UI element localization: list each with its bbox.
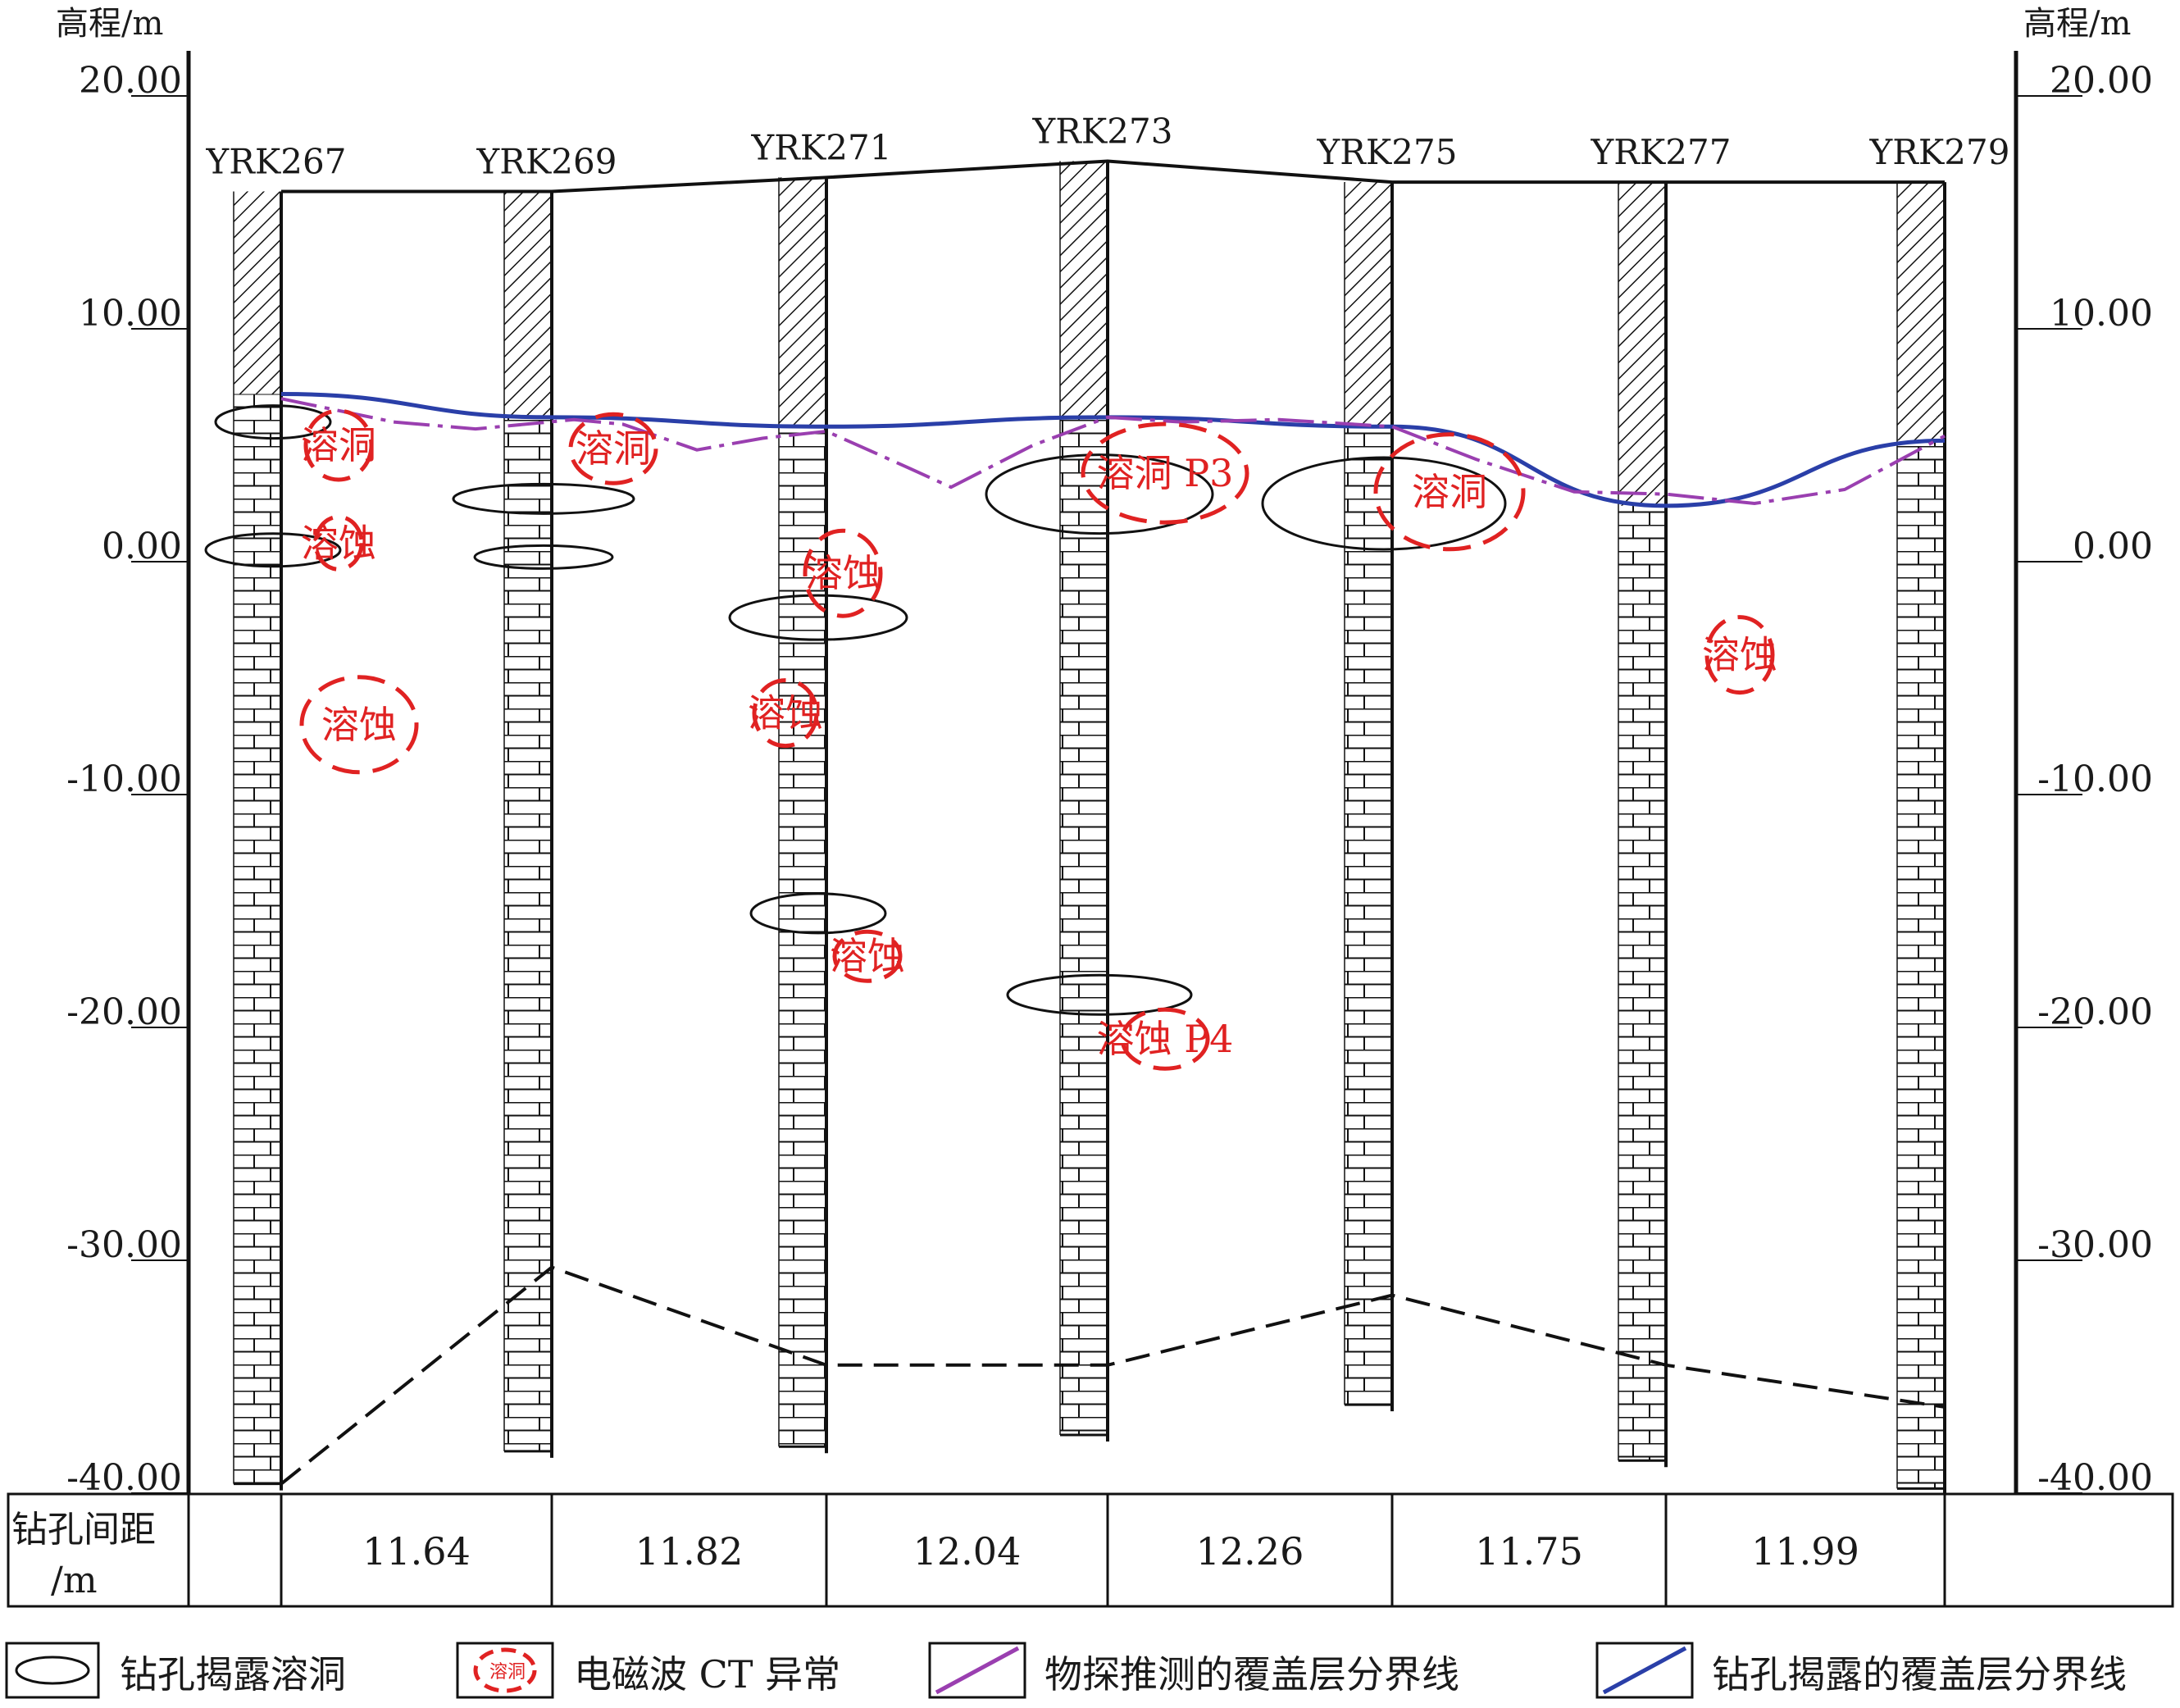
limestone-column <box>234 394 281 1484</box>
drill-cavity-ellipse <box>452 482 635 515</box>
borehole-yrk267: YRK267 <box>206 141 347 1491</box>
left-tick-label: 20.00 <box>79 60 182 102</box>
left-tick-label: -30.00 <box>66 1224 182 1266</box>
legend-drill-line-label: 钻孔揭露的覆盖层分界线 <box>1712 1652 2127 1697</box>
overburden-hatch <box>1060 161 1108 417</box>
borehole-yrk271: YRK271 <box>751 127 892 1454</box>
drill-cavity-ellipse <box>473 544 614 570</box>
ct-anomaly-loop <box>303 408 374 482</box>
ct-anomaly-loop <box>568 412 658 485</box>
geophysical-overburden-line <box>280 397 1946 506</box>
borehole-label: YRK271 <box>751 127 892 167</box>
left-tick-label: -10.00 <box>66 758 182 800</box>
right-tick-label: -40.00 <box>2037 1457 2153 1499</box>
right-tick-label: -20.00 <box>2037 991 2153 1033</box>
spacing-value: 11.99 <box>1751 1529 1859 1574</box>
right-axis-unit: 高程/m <box>2023 5 2131 43</box>
legend-ct-anomaly-label: 电磁波 CT 异常 <box>574 1652 840 1697</box>
ct-anomaly-label: 溶洞 <box>1412 470 1487 514</box>
left-tick-label: -20.00 <box>66 991 182 1033</box>
right-tick-label: 0.00 <box>2073 526 2153 567</box>
right-tick-label: 20.00 <box>2050 60 2153 102</box>
ct-anomaly-loop <box>832 929 903 983</box>
drill-cavity-ellipse <box>214 404 332 440</box>
ground-surface-line <box>281 159 1945 194</box>
legend-ct-anomaly-symbol <box>473 1647 537 1693</box>
borehole-label: YRK269 <box>476 141 617 181</box>
spacing-value: 11.64 <box>362 1529 471 1574</box>
borehole-label: YRK277 <box>1591 132 1732 172</box>
overburden-hatch <box>779 177 826 427</box>
legend-geophysical-symbol <box>935 1646 1020 1695</box>
legend-ct-symbol-text: 溶洞 <box>489 1662 526 1683</box>
legend-drill-line-symbol <box>1602 1646 1687 1695</box>
overburden-hatch <box>1897 182 1945 441</box>
borehole-yrk275: YRK275 <box>1317 132 1458 1412</box>
ct-anomaly-label: 溶蚀 <box>805 551 881 595</box>
ct-anomaly-loop <box>752 678 819 749</box>
ct-anomaly-loop <box>803 528 883 618</box>
borehole-yrk269: YRK269 <box>476 141 617 1458</box>
ct-anomaly-label: 溶洞 P3 <box>1097 451 1234 495</box>
ct-anomaly-loop <box>299 675 419 775</box>
legend-drill-cavity-label: 钻孔揭露溶洞 <box>120 1652 346 1697</box>
legend: 钻孔揭露溶洞 溶洞 电磁波 CT 异常 物探推测的覆盖层分界线 钻孔揭露的覆盖层… <box>5 1642 2127 1699</box>
limestone-column <box>1060 417 1108 1435</box>
borehole-label: YRK275 <box>1317 132 1458 172</box>
borehole-label: YRK267 <box>206 141 347 181</box>
ct-anomaly-label: 溶洞 <box>301 423 376 467</box>
legend-geophysical-label: 物探推测的覆盖层分界线 <box>1044 1652 1459 1697</box>
drill-cavity-ellipse <box>204 532 342 568</box>
drill-cavity-ellipse <box>1006 973 1193 1016</box>
right-tick-label: -30.00 <box>2037 1224 2153 1266</box>
spacing-value: 11.82 <box>635 1529 744 1574</box>
borehole-yrk279: YRK279 <box>1869 132 2010 1496</box>
drill-cavity-ellipse <box>728 594 908 641</box>
overburden-hatch <box>1618 182 1666 506</box>
spacing-unit: /m <box>51 1560 98 1601</box>
spacing-value: 12.26 <box>1196 1529 1304 1574</box>
ct-anomaly-loop <box>1704 615 1775 695</box>
spacing-label: 钻孔间距 <box>11 1509 156 1551</box>
limestone-column <box>504 417 552 1451</box>
spacing-value: 11.75 <box>1475 1529 1583 1574</box>
ct-anomaly-label: 溶蚀 <box>1702 633 1777 677</box>
overburden-hatch <box>234 191 281 394</box>
overburden-hatch <box>1345 182 1392 427</box>
borehole-label: YRK279 <box>1869 132 2010 172</box>
ct-anomaly-loop <box>1373 432 1526 552</box>
left-tick-label: 10.00 <box>79 293 182 335</box>
left-tick-label: -40.00 <box>66 1457 182 1499</box>
spacing-value: 12.04 <box>913 1529 1022 1574</box>
right-tick-label: 10.00 <box>2050 293 2153 335</box>
ct-anomaly-label: 溶蚀 P4 <box>1097 1017 1234 1061</box>
limestone-column <box>1897 440 1945 1489</box>
bedrock-dashed-line <box>280 1265 1946 1486</box>
ct-anomaly-label: 溶蚀 <box>830 934 905 978</box>
drill-cavity-ellipse <box>749 892 887 935</box>
ct-anomaly-loop <box>1120 1007 1210 1071</box>
ct-anomaly-label: 溶蚀 <box>301 521 376 565</box>
ct-anomaly-label: 溶蚀 <box>748 691 823 736</box>
legend-drill-cavity-symbol <box>15 1656 90 1685</box>
spacing-table: 钻孔间距 /m 11.64 11.82 12.04 12.26 11.75 11.99 <box>7 1492 2174 1608</box>
borehole-yrk273: YRK273 <box>1032 112 1173 1442</box>
drill-cavity-ellipse <box>1261 456 1507 551</box>
ct-anomaly-label: 溶蚀 <box>321 703 397 747</box>
ct-anomaly-loop <box>1081 421 1249 525</box>
right-tick-label: -10.00 <box>2037 758 2153 800</box>
overburden-hatch <box>504 191 552 417</box>
borehole-yrk277: YRK277 <box>1591 132 1732 1468</box>
left-tick-label: 0.00 <box>102 526 182 567</box>
ct-anomaly-loop <box>313 514 364 572</box>
borehole-label: YRK273 <box>1032 112 1173 152</box>
limestone-column <box>1618 505 1666 1461</box>
drill-cavity-ellipse <box>985 453 1214 535</box>
limestone-column <box>1345 426 1392 1405</box>
ct-anomaly-label: 溶洞 <box>576 426 651 471</box>
left-axis-unit: 高程/m <box>56 5 163 43</box>
